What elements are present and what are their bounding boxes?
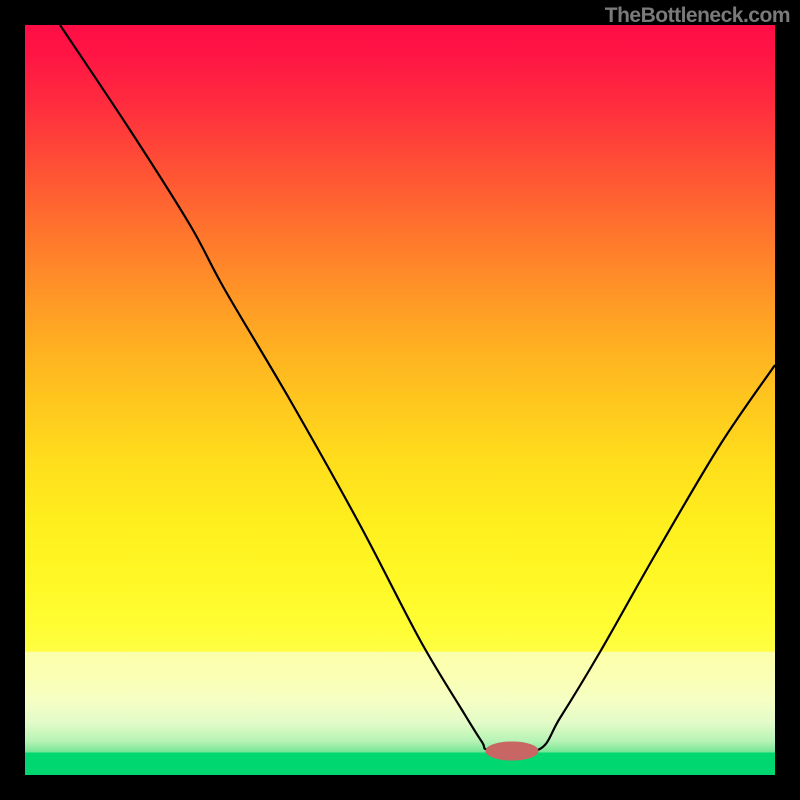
bottleneck-chart: [0, 0, 800, 800]
optimal-marker: [486, 742, 538, 760]
chart-background: [25, 25, 775, 775]
watermark-text: TheBottleneck.com: [605, 4, 790, 28]
